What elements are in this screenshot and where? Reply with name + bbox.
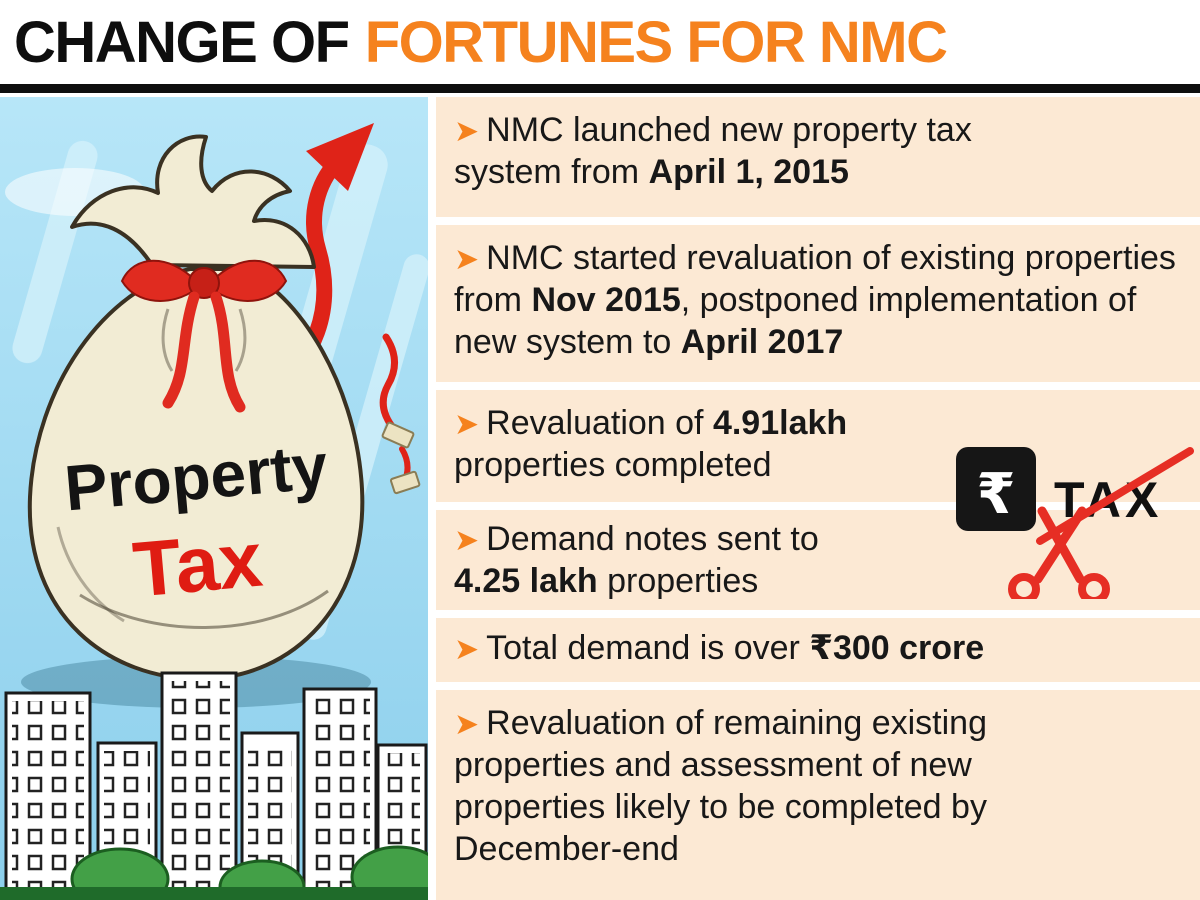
fact-panel: ➤ NMC launched new property tax system fr… <box>436 97 1200 217</box>
header: CHANGE OF FORTUNES FOR NMC <box>0 0 1200 97</box>
text-segment: Revaluation of <box>486 404 713 442</box>
text-segment: April 2017 <box>680 323 844 362</box>
text-segment: properties <box>597 562 759 601</box>
fact: ➤ NMC started revaluation of existing pro… <box>454 237 1182 363</box>
fact: ➤ Revaluation of 4.91lakh properties comp… <box>454 402 924 486</box>
facts-list: ➤ NMC launched new property tax system fr… <box>436 97 1200 900</box>
fact: ➤ Total demand is over ₹300 crore <box>454 627 1182 669</box>
fact-text: Demand notes sent to 4.25 lakh propertie… <box>454 520 819 600</box>
illustration-svg: Property Tax <box>0 97 428 900</box>
fact-text: NMC started revaluation of existing prop… <box>454 239 1176 361</box>
title-part-black: CHANGE OF <box>14 10 350 75</box>
bag-word-tax: Tax <box>130 515 266 614</box>
text-segment: Total demand is over <box>486 629 810 667</box>
falling-note <box>381 421 415 449</box>
fact-text: Revaluation of 4.91lakh properties compl… <box>454 404 847 484</box>
trees <box>0 845 428 900</box>
arrow-bullet-icon: ➤ <box>454 115 480 148</box>
text-segment: ₹300 crore <box>809 629 985 667</box>
text-segment: Nov 2015 <box>531 281 681 320</box>
arrow-bullet-icon: ➤ <box>454 633 480 666</box>
fact-panel: ➤ Revaluation of 4.91lakh properties comp… <box>436 390 1200 502</box>
text-segment: 4.91lakh <box>712 404 848 442</box>
money-bag-illustration: Property Tax <box>0 97 428 900</box>
fact-panel: ➤ Demand notes sent to 4.25 lakh properti… <box>436 510 1200 610</box>
fact: ➤ Demand notes sent to 4.25 lakh properti… <box>454 518 834 602</box>
text-segment: NMC launched new property tax system fro… <box>454 111 972 192</box>
fact: ➤ Revaluation of remaining existing prope… <box>454 702 994 871</box>
text-segment: , postponed implementation of new system… <box>454 281 1137 362</box>
text-segment: properties completed <box>454 446 772 485</box>
fact-text: Revaluation of remaining existing proper… <box>454 704 987 868</box>
ribbon-bow-icon <box>120 259 288 413</box>
money-bag: Property Tax <box>27 134 365 682</box>
fact-text: Total demand is over ₹300 crore <box>486 629 984 667</box>
arrow-bullet-icon: ➤ <box>454 243 480 276</box>
fact-panel: ➤ Total demand is over ₹300 crore <box>436 618 1200 682</box>
text-segment: NMC started revaluation of existing prop… <box>454 239 1176 320</box>
text-segment: April 1, 2015 <box>648 153 849 192</box>
fact-panel: ➤ Revaluation of remaining existing prope… <box>436 690 1200 900</box>
page-title: CHANGE OF FORTUNES FOR NMC <box>0 0 1200 72</box>
arrow-bullet-icon: ➤ <box>454 708 480 741</box>
red-squiggle <box>379 333 398 433</box>
arrow-bullet-icon: ➤ <box>454 408 480 441</box>
text-segment: Revaluation of remaining existing proper… <box>454 704 987 869</box>
arrow-bullet-icon: ➤ <box>454 524 480 557</box>
text-segment: Demand notes sent to <box>486 520 819 558</box>
fact-panel: ➤ NMC started revaluation of existing pro… <box>436 225 1200 382</box>
fact: ➤ NMC launched new property tax system fr… <box>454 109 1014 193</box>
falling-note <box>389 470 421 495</box>
fact-text: NMC launched new property tax system fro… <box>454 111 972 191</box>
content: Property Tax <box>0 97 1200 900</box>
text-segment: 4.25 lakh <box>454 562 598 601</box>
title-underline <box>0 84 1200 93</box>
title-part-orange: FORTUNES FOR NMC <box>364 10 948 75</box>
